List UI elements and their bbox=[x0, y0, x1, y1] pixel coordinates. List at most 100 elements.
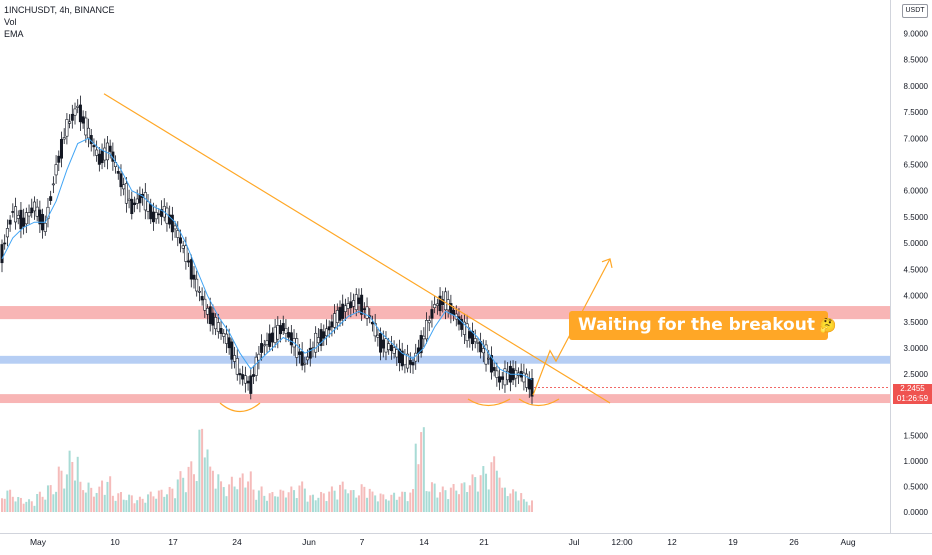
time-tick-label: 19 bbox=[728, 537, 738, 547]
volume-bar bbox=[322, 493, 325, 512]
volume-bar bbox=[119, 492, 122, 512]
candle-body bbox=[81, 116, 85, 124]
candle-body bbox=[14, 206, 18, 223]
candle-body bbox=[276, 325, 280, 340]
volume-tick-label: 1.5000 bbox=[904, 431, 929, 440]
candle-body bbox=[59, 139, 63, 159]
volume-bar bbox=[195, 481, 198, 512]
volume-bar bbox=[355, 497, 358, 512]
candle-body bbox=[308, 347, 312, 359]
volume-bar bbox=[498, 477, 501, 512]
volume-bar bbox=[452, 484, 455, 512]
candle-body bbox=[525, 373, 529, 388]
downtrend-line bbox=[103, 93, 611, 404]
candle-body bbox=[489, 354, 493, 373]
volume-bar bbox=[514, 491, 517, 512]
time-tick-label: 14 bbox=[419, 537, 429, 547]
candle-body bbox=[265, 340, 269, 346]
volume-bar bbox=[276, 496, 279, 512]
candle-body bbox=[481, 348, 485, 354]
candle-body bbox=[222, 333, 226, 337]
candle-body bbox=[381, 339, 385, 349]
volume-bar bbox=[466, 492, 469, 512]
volume-bar bbox=[44, 499, 47, 512]
price-tick-label: 7.5000 bbox=[904, 108, 929, 117]
candle-body bbox=[300, 351, 304, 366]
candle-body bbox=[346, 303, 350, 309]
volume-bar bbox=[349, 490, 352, 512]
volume-bar bbox=[141, 498, 144, 512]
candle-body bbox=[530, 378, 534, 397]
volume-bar bbox=[517, 500, 520, 512]
volume-bar bbox=[457, 494, 460, 512]
candle-body bbox=[65, 119, 69, 137]
volume-bar bbox=[406, 501, 409, 512]
candle-body bbox=[443, 291, 447, 311]
volume-bar bbox=[439, 492, 442, 512]
volume-bar bbox=[449, 487, 452, 512]
candle-body bbox=[527, 378, 531, 390]
zone-lower-support bbox=[0, 394, 890, 404]
volume-bar bbox=[455, 490, 458, 512]
volume-bar bbox=[74, 480, 77, 512]
volume-bar bbox=[184, 492, 187, 512]
candle-body bbox=[51, 183, 55, 186]
volume-bar bbox=[60, 470, 63, 512]
symbol-title[interactable]: 1INCHUSDT, 4h, BINANCE bbox=[4, 5, 115, 15]
volume-bar bbox=[395, 499, 398, 512]
candle-body bbox=[95, 149, 99, 156]
candle-body bbox=[173, 225, 177, 230]
ema-indicator-label[interactable]: EMA bbox=[4, 29, 24, 39]
volume-bar bbox=[290, 486, 293, 512]
candle-body bbox=[3, 242, 7, 245]
time-tick-label: 17 bbox=[168, 537, 178, 547]
candle-body bbox=[243, 375, 247, 384]
candle-body bbox=[211, 312, 215, 326]
candle-body bbox=[438, 295, 442, 312]
breakout-callout[interactable]: Waiting for the breakout 🤔 bbox=[569, 311, 836, 340]
volume-bar bbox=[320, 491, 323, 512]
volume-tick-label: 0.5000 bbox=[904, 482, 929, 491]
price-tick-label: 6.0000 bbox=[904, 187, 929, 196]
volume-bar bbox=[155, 498, 158, 512]
candle-body bbox=[279, 325, 283, 335]
zone-support bbox=[0, 355, 890, 364]
candle-body bbox=[395, 349, 399, 358]
volume-bar bbox=[109, 476, 112, 512]
volume-bar bbox=[374, 495, 377, 512]
thinking-emoji-icon: 🤔 bbox=[818, 318, 837, 334]
volume-bar bbox=[28, 499, 31, 512]
volume-bar bbox=[279, 489, 282, 512]
candle-body bbox=[170, 214, 174, 233]
volume-bar bbox=[460, 483, 463, 512]
candle-body bbox=[38, 209, 42, 225]
volume-bar bbox=[503, 487, 506, 512]
volume-bar bbox=[101, 480, 104, 512]
candle-body bbox=[116, 171, 120, 174]
volume-bar bbox=[90, 487, 93, 512]
volume-bar bbox=[168, 486, 171, 512]
volume-bar bbox=[263, 495, 266, 512]
volume-bar bbox=[133, 503, 136, 512]
volume-bar bbox=[206, 449, 209, 512]
candle-body bbox=[246, 380, 250, 384]
volume-bar bbox=[447, 499, 450, 512]
candle-body bbox=[43, 222, 47, 232]
candle-body bbox=[154, 212, 158, 220]
currency-badge[interactable]: USDT bbox=[902, 4, 928, 18]
volume-bar bbox=[152, 496, 155, 512]
volume-bar bbox=[379, 493, 382, 512]
volume-bar bbox=[301, 481, 304, 512]
volume-bar bbox=[339, 484, 342, 512]
candle-body bbox=[397, 348, 401, 363]
time-tick-label: May bbox=[30, 537, 47, 547]
candle-body bbox=[297, 351, 301, 355]
volume-bar bbox=[425, 491, 428, 512]
candle-body bbox=[462, 321, 466, 335]
candle-body bbox=[403, 354, 407, 366]
callout-text: Waiting for the breakout bbox=[578, 315, 815, 335]
volume-bar bbox=[474, 477, 477, 512]
volume-indicator-label[interactable]: Vol bbox=[4, 17, 17, 27]
